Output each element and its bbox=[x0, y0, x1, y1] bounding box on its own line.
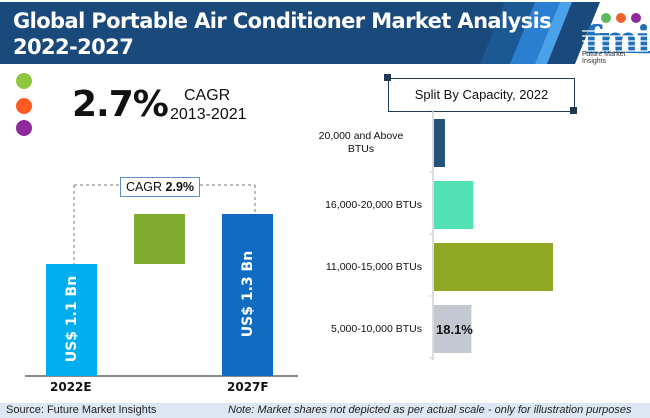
market-value-chart bbox=[25, 184, 298, 377]
logo-orange-icon bbox=[616, 13, 626, 23]
header: Global Portable Air Conditioner Market A… bbox=[0, 0, 650, 66]
logo-text: Future Market Insights bbox=[582, 51, 626, 65]
fmi-logo: fmi bbox=[582, 13, 650, 62]
capacity-split-chart: 18.1% bbox=[429, 110, 553, 360]
split-chart-title: Split By Capacity, 2022 bbox=[388, 78, 575, 112]
logo-letters: fmi bbox=[582, 17, 650, 62]
svg-text:fmi: fmi bbox=[584, 17, 650, 62]
purple-dot-icon bbox=[16, 120, 32, 136]
bar-value-label-2027: US$ 1.3 Bn bbox=[239, 250, 256, 338]
capacity-category-line: 11,000-15,000 BTUs bbox=[325, 260, 422, 273]
title-line-1: Global Portable Air Conditioner Market A… bbox=[13, 9, 552, 33]
historic-cagr-period: 2013-2021 bbox=[170, 106, 247, 123]
split-chart-title-text: Split By Capacity, 2022 bbox=[414, 87, 549, 102]
cagr-annotation: CAGR 2.9% bbox=[120, 177, 200, 197]
bar-2022E bbox=[46, 264, 97, 376]
note-text: Note: Market shares not depicted as per … bbox=[228, 404, 632, 416]
footer: Source: Future Market Insights Note: Mar… bbox=[0, 403, 650, 418]
logo-purple-icon bbox=[631, 13, 641, 23]
title-line-2: 2022-2027 bbox=[13, 35, 134, 59]
orange-dot-icon bbox=[16, 98, 32, 114]
capacity-category-line: 16,000-20,000 BTUs bbox=[325, 198, 422, 211]
title-banner bbox=[0, 2, 600, 64]
growth-bar bbox=[134, 214, 185, 264]
capacity-category-label: 20,000 and Above BTUs bbox=[300, 130, 422, 156]
capacity-category-line: 5,000-10,000 BTUs bbox=[330, 322, 422, 335]
bar-2027F bbox=[222, 214, 273, 376]
title-corner-marker bbox=[570, 107, 577, 114]
capacity-category-line: 20,000 and Above bbox=[318, 130, 404, 142]
green-dot-icon bbox=[16, 73, 32, 89]
capacity-category-line: BTUs bbox=[347, 143, 375, 155]
cagr-annotation-label: CAGR bbox=[125, 180, 163, 194]
capacity-data-label: 18.1% bbox=[436, 322, 473, 337]
cagr-annotation-value: 2.9% bbox=[165, 180, 195, 194]
x-tick-2022: 2022E bbox=[50, 380, 92, 394]
source-text: Source: Future Market Insights bbox=[6, 404, 157, 416]
logo-green-icon bbox=[601, 13, 611, 23]
capacity-bar bbox=[434, 181, 474, 229]
title-corner-marker bbox=[384, 74, 391, 81]
bar-value-label-2022: US$ 1.1 Bn bbox=[63, 275, 80, 363]
capacity-bar bbox=[434, 119, 445, 167]
capacity-category-label: 16,000-20,000 BTUs bbox=[300, 199, 422, 212]
x-tick-2027: 2027F bbox=[227, 380, 269, 394]
capacity-category-label: 5,000-10,000 BTUs bbox=[300, 323, 422, 336]
capacity-bar bbox=[434, 243, 553, 291]
page-title: Global Portable Air Conditioner Market A… bbox=[13, 8, 552, 60]
historic-cagr-label: CAGR bbox=[184, 87, 231, 104]
capacity-bar bbox=[434, 305, 472, 353]
historic-cagr-value: 2.7% bbox=[72, 84, 169, 125]
capacity-category-label: 11,000-15,000 BTUs bbox=[300, 261, 422, 274]
